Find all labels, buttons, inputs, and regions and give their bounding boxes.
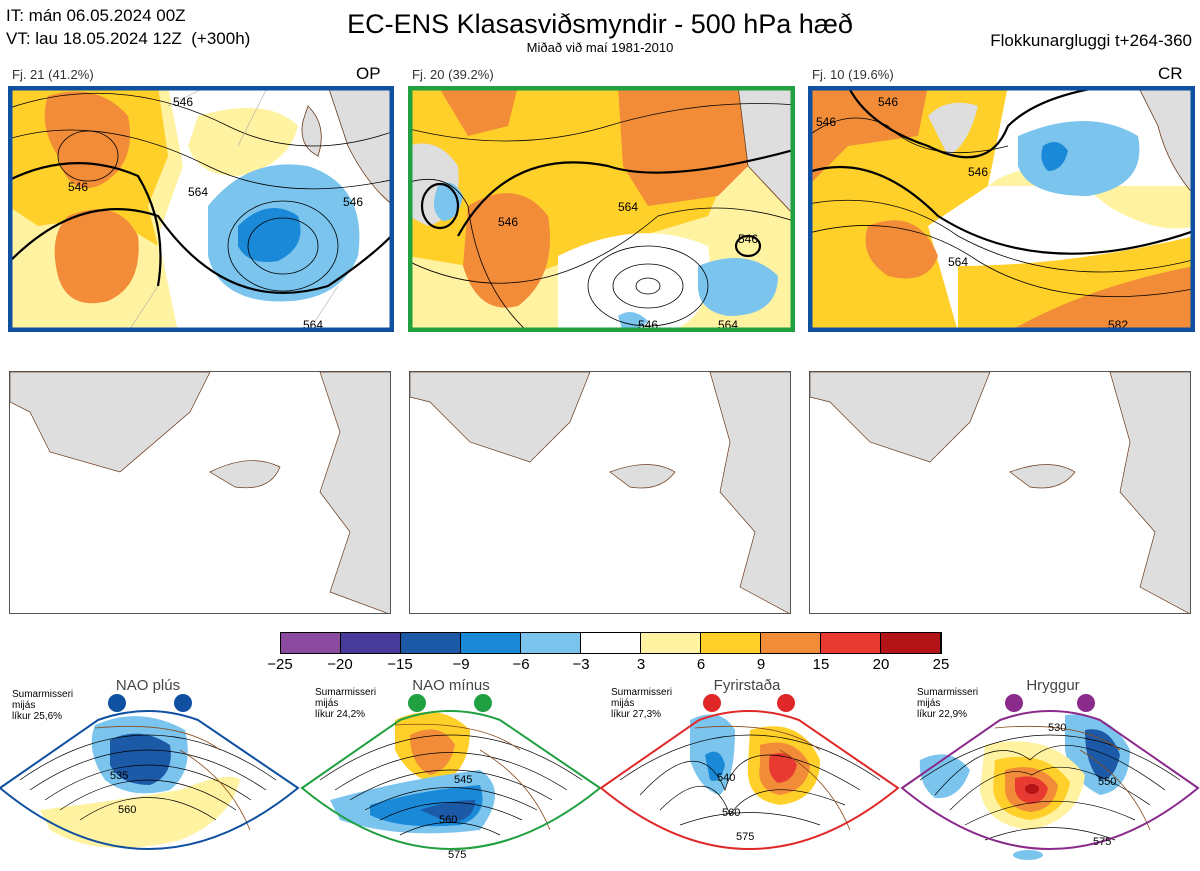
pattern-4-dot-right (1077, 694, 1095, 712)
pattern-4-contour-label: 575 (1093, 836, 1111, 848)
pattern-3-title: Fyrirstaða (713, 677, 781, 694)
colorbar-swatch (821, 633, 881, 653)
pattern-1-title: NAO plús (115, 677, 181, 694)
colorbar-swatch (701, 633, 761, 653)
pattern-4-note: Sumarmisseri mijás líkur 22,9% (917, 687, 979, 720)
pattern-2-dot-left (408, 694, 426, 712)
pattern-4-map: 530 550 575 (900, 694, 1200, 860)
pattern-1-dot-left (108, 694, 126, 712)
cluster-3-contour-label: 546 (968, 165, 988, 179)
colorbar-swatch (461, 633, 521, 653)
pattern-1-contour-label: 560 (118, 804, 136, 816)
cluster-1-contour-label: 546 (343, 195, 363, 209)
pattern-2-dot-right (474, 694, 492, 712)
pattern-3-note: Sumarmisseri mijás líkur 27,3% (611, 687, 673, 720)
pattern-1-dot-right (174, 694, 192, 712)
colorbar-swatch (281, 633, 341, 653)
cluster-2-label: Fj. 20 (39.2%) (412, 67, 494, 82)
cluster-3-label: Fj. 10 (19.6%) (812, 67, 894, 82)
colorbar-tick: −6 (512, 656, 530, 673)
cluster-2-map: 546 564 546 546 564 (408, 86, 795, 332)
colorbar-tick: −9 (452, 656, 470, 673)
colorbar-tick: −15 (387, 656, 413, 673)
pattern-2-map: 545 560 575 (300, 694, 602, 861)
cluster-1-contour-label: 546 (173, 95, 193, 109)
colorbar-tick: 25 (932, 656, 950, 673)
cluster-1-frame (8, 86, 394, 332)
regime-patterns: 535 560 545 560 575 (0, 694, 1200, 861)
pattern-3-contour-label: 540 (717, 772, 735, 784)
colorbar-tick: 6 (696, 656, 706, 673)
cluster-2-contour-label: 564 (618, 200, 638, 214)
pattern-2-contour-label: 545 (454, 774, 472, 786)
cluster-3-frame (808, 86, 1195, 332)
cluster-1-label: Fj. 21 (41.2%) (12, 67, 94, 82)
pattern-3-map: 540 560 575 (599, 694, 900, 850)
colorbar-tick: −25 (267, 656, 293, 673)
colorbar-tick: 3 (636, 656, 646, 673)
cluster-3-contour-label: 546 (816, 115, 836, 129)
cluster-1-code: OP (356, 64, 381, 83)
colorbar-swatch (341, 633, 401, 653)
empty-map-1 (9, 371, 391, 614)
colorbar-swatch (401, 633, 461, 653)
page-title: EC-ENS Klasasviðsmyndir - 500 hPa hæð (347, 9, 853, 39)
colorbar-tick: −20 (327, 656, 353, 673)
cluster-2-contour-label: 546 (498, 215, 518, 229)
cluster-3-code: CR (1158, 64, 1183, 83)
pattern-3-dot-left (703, 694, 721, 712)
classification-window: Flokkunargluggi t+264-360 (990, 31, 1192, 50)
pattern-4-contour-label: 530 (1048, 722, 1066, 734)
colorbar-swatch (761, 633, 821, 653)
cluster-3-contour-label: 546 (878, 95, 898, 109)
cluster-3-map: 546 546 546 564 582 (808, 86, 1195, 332)
colorbar-swatch (581, 633, 641, 653)
pattern-4-title: Hryggur (1026, 677, 1080, 694)
colorbar-swatch (881, 633, 941, 653)
colorbar-swatches (280, 632, 942, 654)
page-subtitle: Miðað við maí 1981-2010 (526, 40, 674, 55)
colorbar-tick: 20 (872, 656, 890, 673)
colorbar-swatch (521, 633, 581, 653)
valid-time: VT: lau 18.05.2024 12Z (+300h) (6, 29, 251, 48)
pattern-2-contour-label: 575 (448, 849, 466, 861)
colorbar-tick: 15 (812, 656, 830, 673)
pattern-1-map: 535 560 (0, 694, 300, 850)
pattern-3-contour-label: 575 (736, 831, 754, 843)
cluster-1-contour-label: 546 (68, 180, 88, 194)
pattern-1-contour-label: 535 (110, 770, 128, 782)
empty-map-2 (409, 371, 791, 614)
cluster-1-map: 546 546 546 564 564 (8, 86, 394, 332)
pattern-3-contour-label: 560 (722, 807, 740, 819)
colorbar-tick: 9 (756, 656, 766, 673)
pattern-1-note: Sumarmisseri mijás líkur 25,6% (12, 689, 74, 722)
cluster-1-contour-label: 564 (188, 185, 208, 199)
cluster-2-frame (408, 86, 795, 332)
colorbar-swatch (641, 633, 701, 653)
empty-map-3 (809, 371, 1191, 614)
pattern-3-dot-right (777, 694, 795, 712)
pattern-2-note: Sumarmisseri mijás líkur 24,2% (315, 687, 377, 720)
pattern-4-dot-left (1005, 694, 1023, 712)
cluster-2-contour-label: 546 (738, 232, 758, 246)
colorbar-tick: −3 (572, 656, 590, 673)
pattern-4-contour-label: 550 (1098, 776, 1116, 788)
pattern-2-contour-label: 560 (439, 814, 457, 826)
cluster-3-contour-label: 564 (948, 255, 968, 269)
pattern-2-title: NAO mínus (412, 677, 490, 694)
initial-time: IT: mán 06.05.2024 00Z (6, 6, 186, 25)
